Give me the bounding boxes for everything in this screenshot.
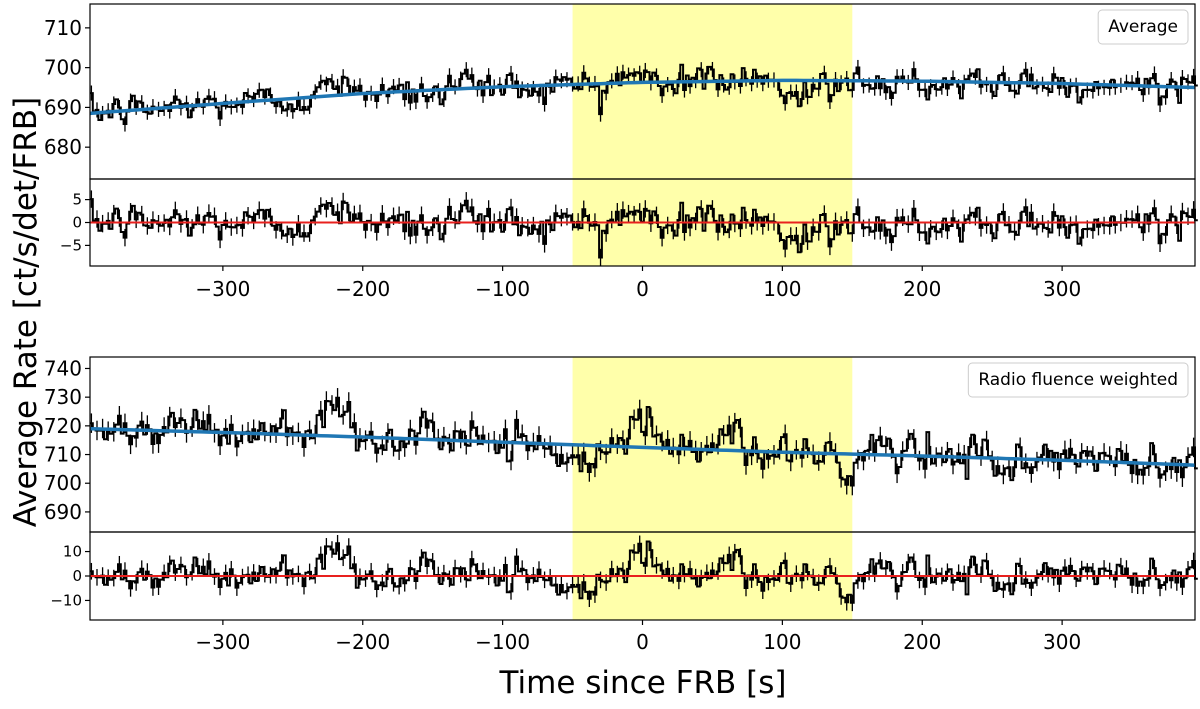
bottom-legend-box	[967, 362, 1189, 398]
residual-y-tick-label: −5	[60, 236, 82, 254]
x-tick-label: −100	[475, 630, 530, 654]
y-tick-label: 710	[44, 16, 82, 40]
x-tick-label: 0	[636, 277, 649, 301]
y-tick-label: 680	[44, 135, 82, 159]
y-tick-label: 710	[44, 443, 82, 467]
y-tick-label: 690	[44, 95, 82, 119]
top-data-step-line	[90, 63, 1198, 125]
residual-y-tick-label: 5	[72, 191, 82, 209]
x-tick-label: 0	[636, 630, 649, 654]
x-tick-label: 100	[763, 630, 801, 654]
top-highlight-window	[572, 4, 853, 266]
x-tick-label: −100	[475, 277, 530, 301]
bottom-legend-label: Radio fluence weighted	[978, 370, 1178, 390]
x-tick-label: −200	[335, 277, 390, 301]
residual-y-tick-label: 10	[63, 543, 82, 561]
y-tick-label: 720	[44, 414, 82, 438]
top-fit-curve	[89, 78, 1196, 116]
x-tick-label: 200	[903, 277, 941, 301]
top-chart-panel: 680 690 700 710 −5 0 5 −300 −200 −100 0 100 200 300 Av…	[44, 3, 1198, 301]
y-tick-label: 700	[44, 56, 82, 80]
x-tick-label: −200	[335, 630, 390, 654]
bottom-data-step-line	[90, 396, 1198, 487]
y-tick-label: 730	[44, 385, 82, 409]
y-tick-label: 690	[44, 500, 82, 524]
residual-y-tick-label: 0	[72, 214, 82, 232]
bottom-residual-step-line	[90, 540, 1198, 604]
x-tick-label: −300	[195, 630, 250, 654]
x-tick-label: 300	[1043, 630, 1081, 654]
bottom-fit-curve	[89, 426, 1196, 467]
residual-y-tick-label: −10	[50, 591, 82, 609]
y-tick-label: 740	[44, 356, 82, 380]
x-axis-label: Time since FRB [s]	[499, 665, 787, 701]
residual-y-tick-label: 0	[72, 567, 82, 585]
x-tick-label: 100	[763, 277, 801, 301]
x-tick-label: 300	[1043, 277, 1081, 301]
x-tick-label: 200	[903, 630, 941, 654]
y-tick-label: 700	[44, 471, 82, 495]
top-legend-label: Average	[1108, 17, 1178, 37]
top-legend-box	[1097, 9, 1189, 45]
x-tick-label: −300	[195, 277, 250, 301]
bottom-highlight-window	[572, 357, 853, 620]
y-axis-label: Average Rate [ct/s/det/FRB]	[8, 97, 44, 528]
